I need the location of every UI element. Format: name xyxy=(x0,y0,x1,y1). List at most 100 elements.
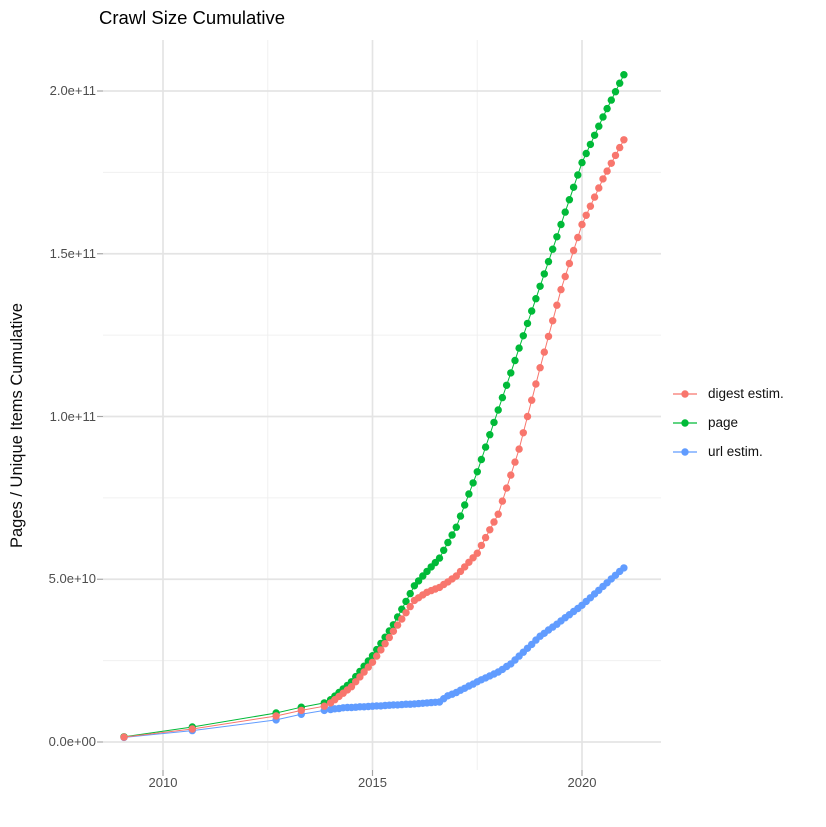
page-point xyxy=(523,319,532,328)
digest-estim-point xyxy=(561,272,569,281)
page-point xyxy=(557,220,565,229)
x-tick-label: 2020 xyxy=(567,775,597,790)
legend-label: digest estim. xyxy=(708,386,784,401)
page-point xyxy=(553,233,561,241)
page-point xyxy=(616,79,624,87)
digest-estim-point xyxy=(528,396,536,404)
digest-estim-point xyxy=(540,348,548,356)
digest-estim-point xyxy=(511,458,519,466)
page-point xyxy=(528,307,536,315)
page-point xyxy=(402,597,410,606)
page-point xyxy=(511,356,519,365)
page-point xyxy=(590,131,599,139)
page-point xyxy=(486,431,494,439)
legend-item-url-estim: url estim. xyxy=(672,437,784,466)
y-tick-label: 0.0e+00 xyxy=(48,734,96,749)
page-point xyxy=(540,270,548,278)
page-point xyxy=(620,71,628,79)
digest-estim-point xyxy=(607,159,615,167)
digest-estim-point xyxy=(620,136,628,144)
digest-estim-point xyxy=(272,712,280,720)
digest-estim-point xyxy=(352,678,360,686)
page-point xyxy=(473,468,481,476)
page-point xyxy=(549,245,557,253)
digest-estim-point xyxy=(565,259,574,268)
x-tick-label: 2015 xyxy=(358,775,387,790)
digest-estim-point xyxy=(494,510,502,518)
page-point xyxy=(456,512,465,520)
page-point xyxy=(461,501,469,509)
digest-estim-point xyxy=(502,484,511,492)
digest-estim-point xyxy=(364,663,372,671)
page-point xyxy=(519,332,527,340)
page-point xyxy=(586,140,595,149)
digest-estim-point xyxy=(347,683,356,691)
digest-estim-point xyxy=(507,471,515,479)
page-point xyxy=(599,113,607,121)
page-point xyxy=(536,282,544,290)
digest-estim-point xyxy=(544,332,553,341)
digest-estim-point xyxy=(586,202,595,210)
digest-estim-point xyxy=(406,602,414,611)
page-point xyxy=(498,393,507,402)
digest-estim-point xyxy=(498,497,507,505)
page-point xyxy=(595,122,603,130)
legend-key-dot xyxy=(681,447,689,456)
digest-estim-point xyxy=(377,646,385,654)
digest-estim-point xyxy=(486,526,494,534)
digest-estim-point xyxy=(549,317,557,325)
y-tick-label: 2.0e+11 xyxy=(49,83,96,98)
digest-estim-point xyxy=(473,549,481,557)
page-point xyxy=(582,149,590,158)
legend-item-digest-estim: digest estim. xyxy=(672,379,784,408)
page-point xyxy=(494,406,502,414)
page-point xyxy=(452,523,460,531)
digest-estim-point xyxy=(297,706,305,715)
page-line xyxy=(123,74,625,738)
page-point xyxy=(569,183,578,191)
digest-estim-point xyxy=(574,233,582,242)
page-point xyxy=(440,546,448,554)
page-point xyxy=(502,381,511,389)
digest-estim-point xyxy=(481,533,490,542)
page-point xyxy=(507,369,515,377)
digest-estim-point xyxy=(532,380,540,388)
legend-label: url estim. xyxy=(708,444,763,459)
legend-key-page xyxy=(673,418,697,427)
digest-estim-point xyxy=(523,412,532,421)
page-point xyxy=(515,344,523,352)
digest-estim-point xyxy=(360,668,368,676)
page-point xyxy=(410,582,419,590)
legend-item-page: page xyxy=(672,408,784,437)
digest-estim-point xyxy=(578,220,586,229)
page-point xyxy=(565,196,574,204)
digest-estim-point xyxy=(477,541,486,550)
page-point xyxy=(561,208,569,216)
page-point xyxy=(406,589,414,598)
digest-estim-point xyxy=(599,175,607,183)
x-tick-label: 2010 xyxy=(148,775,178,790)
page-point xyxy=(469,479,477,487)
legend-key-digest-estim xyxy=(673,389,697,398)
digest-estim-point xyxy=(590,193,599,201)
digest-estim-point xyxy=(582,211,590,219)
digest-estim-point xyxy=(188,725,196,733)
legend-key-dot xyxy=(681,418,689,427)
digest-estim-point xyxy=(611,151,620,160)
digest-estim-point xyxy=(519,429,527,437)
legend: digest estim. page url estim. xyxy=(672,379,784,466)
digest-estim-point xyxy=(373,652,381,660)
page-point xyxy=(611,88,620,96)
digest-estim-point xyxy=(120,733,128,741)
digest-estim-point xyxy=(320,702,328,710)
legend-key-dot xyxy=(681,389,689,398)
digest-estim-point xyxy=(389,627,398,635)
digest-estim-point xyxy=(595,184,603,192)
digest-estim-point xyxy=(393,621,402,629)
page-point xyxy=(481,443,490,451)
page-point xyxy=(574,171,582,179)
digest-estim-point xyxy=(553,301,561,309)
digest-estim-point xyxy=(536,364,544,372)
